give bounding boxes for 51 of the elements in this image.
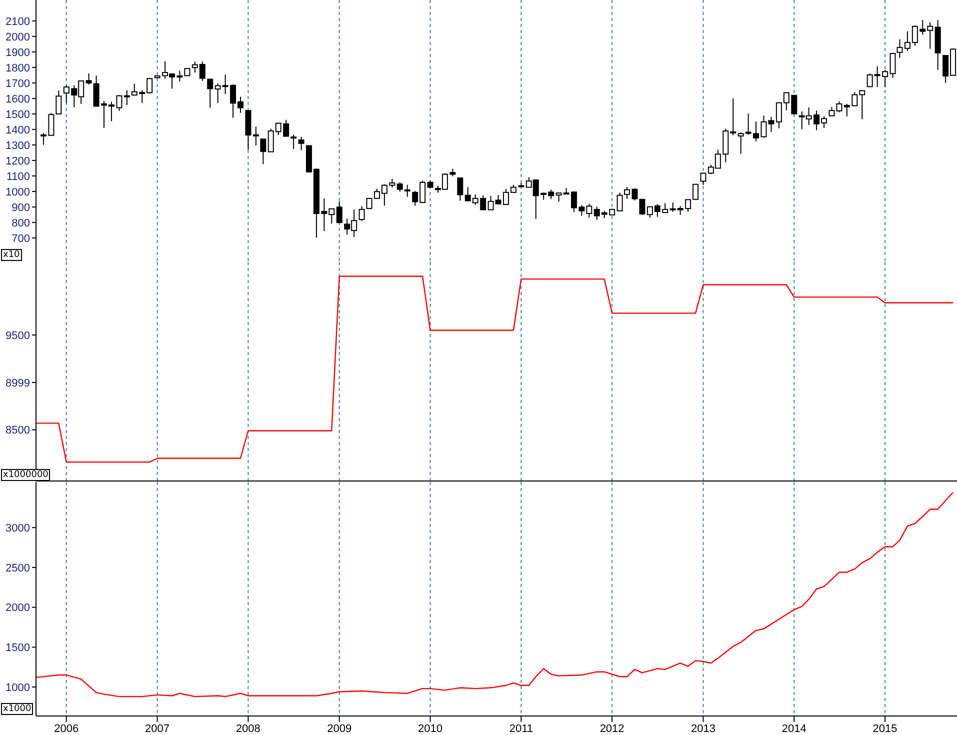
candlestick	[890, 52, 896, 78]
x-tick-label: 2009	[327, 722, 352, 735]
y-tick-label: 1000	[6, 186, 30, 198]
y-tick-label: 1100	[6, 170, 30, 183]
candlestick	[124, 90, 130, 106]
x-tick-label: 2012	[600, 722, 624, 735]
y-tick-label: 1700	[6, 78, 30, 90]
candlestick	[336, 200, 342, 224]
candlestick	[457, 177, 464, 202]
y-tick-label: 3000	[6, 522, 30, 534]
y-tick-label: 700	[12, 232, 30, 245]
x-tick-label: 2010	[418, 722, 442, 735]
x-tick-label: 2006	[54, 722, 79, 735]
y-tick-label: 8999	[6, 377, 30, 390]
candlestick	[896, 38, 903, 58]
y-tick-label: 1900	[6, 46, 30, 59]
x-tick-label: 2015	[872, 722, 898, 735]
x-tick-label: 2013	[690, 722, 716, 735]
y-tick-label: 1400	[6, 124, 30, 136]
x-tick-label: 2014	[782, 722, 806, 735]
candlestick	[700, 172, 706, 186]
candlestick	[358, 206, 365, 222]
x-tick-label: 2011	[509, 722, 533, 735]
x-tick-label: 2008	[236, 722, 260, 735]
candlestick	[298, 136, 304, 151]
y-tick-label: 1800	[6, 62, 30, 74]
y-tick-label: 1500	[6, 642, 30, 654]
y-axis-title: x1000	[1, 703, 34, 715]
y-tick-label: 9500	[6, 330, 30, 342]
y-tick-label: 2000	[6, 602, 30, 614]
candlestick	[639, 198, 646, 216]
y-tick-label: 1200	[6, 155, 30, 168]
line-series	[36, 492, 954, 698]
y-tick-label: 800	[12, 217, 30, 230]
y-axis-title: x1000000	[1, 469, 50, 481]
y-axis-title: x10	[1, 249, 22, 261]
y-tick-label: 2100	[6, 16, 30, 28]
candlestick	[616, 192, 623, 212]
y-tick-label: 8500	[6, 424, 30, 437]
candlestick	[366, 198, 372, 210]
line-series	[36, 276, 954, 463]
y-tick-label: 1000	[6, 682, 30, 694]
x-tick-label: 2007	[145, 722, 170, 735]
y-tick-label: 2500	[6, 562, 30, 574]
y-tick-label: 1500	[6, 108, 30, 121]
y-tick-label: 1300	[6, 140, 30, 152]
y-tick-label: 1600	[6, 93, 30, 106]
candlestick	[260, 138, 266, 165]
candlestick	[252, 126, 259, 146]
y-tick-label: 900	[12, 202, 30, 214]
y-tick-label: 2000	[6, 31, 30, 44]
